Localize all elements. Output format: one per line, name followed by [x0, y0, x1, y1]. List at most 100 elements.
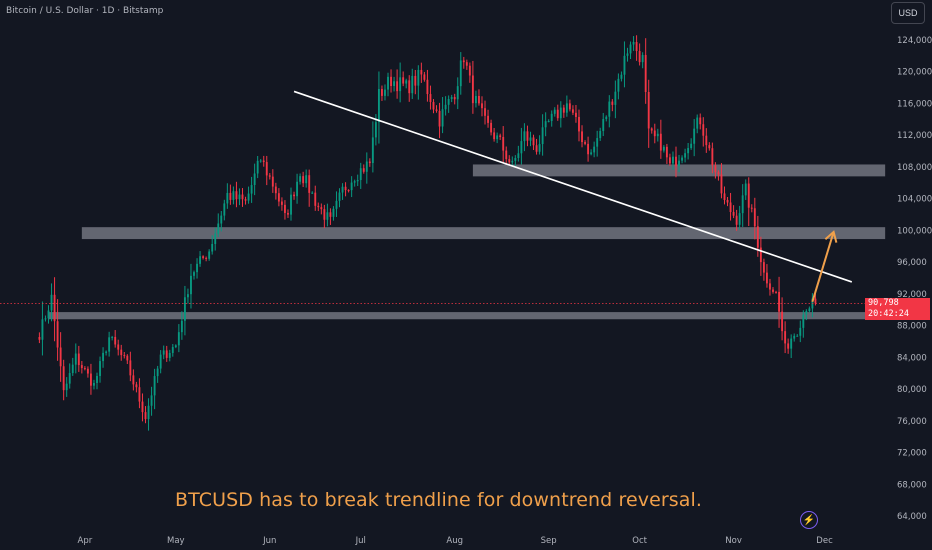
candle-body — [565, 103, 568, 113]
candle-body — [474, 95, 477, 104]
candle-body — [638, 51, 641, 63]
candle-body — [393, 81, 396, 87]
candle-body — [132, 375, 135, 385]
candle-body — [323, 209, 326, 220]
candle-body — [353, 181, 356, 183]
zones-layer — [48, 164, 886, 320]
candle-body — [608, 101, 611, 117]
candle-body — [50, 294, 53, 311]
candle-body — [753, 208, 756, 227]
y-tick-label: 72,000 — [897, 449, 927, 459]
candle-body — [96, 375, 98, 384]
candle-body — [235, 191, 238, 200]
candle-body — [593, 146, 596, 153]
candle-body — [647, 92, 650, 129]
candle-body — [650, 128, 653, 131]
candle-body — [611, 101, 614, 105]
candle-body — [405, 80, 408, 84]
candle-body — [635, 41, 638, 52]
candle-body — [423, 74, 426, 80]
candle-body — [535, 145, 538, 152]
candle-body — [629, 44, 632, 54]
candle-body — [587, 143, 590, 155]
candle-body — [538, 144, 541, 152]
candle-body — [65, 383, 68, 391]
candle-body — [450, 97, 453, 99]
candle-body — [311, 192, 314, 194]
arrow-shaft — [811, 231, 835, 303]
candle-body — [105, 351, 108, 353]
candle-body — [468, 65, 471, 76]
x-tick-label: Jul — [355, 536, 366, 546]
candle-body — [226, 192, 229, 204]
candle-body — [672, 156, 674, 164]
candle-body — [359, 168, 362, 181]
candle-body — [56, 321, 59, 348]
candle-body — [217, 223, 220, 234]
candle-body — [456, 86, 459, 100]
candle-body — [741, 195, 744, 214]
candle-body — [756, 226, 759, 248]
candle-body — [59, 347, 62, 367]
candle-body — [696, 117, 699, 129]
candle-body — [99, 361, 101, 376]
candle-body — [168, 352, 171, 358]
candle-body — [723, 193, 726, 200]
candle-body — [399, 77, 402, 92]
candle-body — [471, 75, 474, 104]
candle-body — [556, 109, 559, 119]
candle-body — [381, 89, 383, 96]
candle-body — [308, 175, 311, 193]
candle-body — [420, 69, 423, 75]
candle-body — [599, 131, 602, 139]
candle-body — [271, 176, 274, 187]
candle-body — [499, 135, 502, 137]
candle-body — [329, 212, 332, 217]
candle-body — [793, 335, 796, 339]
candle-body — [274, 186, 277, 194]
candle-body — [435, 109, 438, 111]
candle-body — [341, 186, 344, 193]
candle-body — [772, 289, 774, 292]
candle-body — [162, 350, 165, 355]
candle-body — [505, 150, 508, 160]
candle-body — [438, 110, 441, 127]
candle-body — [141, 401, 144, 413]
y-tick-label: 124,000 — [897, 36, 932, 46]
candle-body — [684, 153, 687, 158]
candle-body — [575, 112, 577, 117]
candle-body — [390, 76, 392, 87]
candle-body — [744, 183, 747, 196]
candle-body — [493, 132, 496, 140]
candle-body — [808, 308, 811, 312]
candle-body — [202, 256, 205, 258]
candle-body — [153, 376, 156, 396]
candle-body — [784, 331, 787, 344]
candle-body — [171, 347, 174, 353]
candle-body — [653, 130, 656, 137]
candle-body — [80, 365, 83, 369]
lightning-icon[interactable]: ⚡ — [800, 511, 818, 529]
candle-body — [156, 368, 159, 377]
candle-body — [453, 97, 456, 100]
candle-body — [38, 337, 41, 340]
candle-body — [317, 205, 320, 208]
candle-body — [83, 368, 86, 370]
candle-body — [729, 202, 732, 213]
candle-body — [596, 138, 599, 147]
candle-body — [614, 91, 617, 105]
candle-body — [787, 343, 790, 349]
candle-body — [262, 160, 265, 163]
candle-body — [223, 203, 226, 216]
candle-body — [632, 41, 635, 45]
zone-2 — [48, 312, 886, 320]
currency-button[interactable]: USD — [891, 2, 925, 24]
candle-body — [196, 263, 198, 273]
candle-body — [350, 182, 353, 191]
candle-body — [414, 75, 417, 86]
candle-body — [68, 373, 71, 384]
x-tick-label: Apr — [78, 536, 93, 546]
candle-body — [111, 336, 114, 338]
candle-body — [277, 193, 280, 202]
